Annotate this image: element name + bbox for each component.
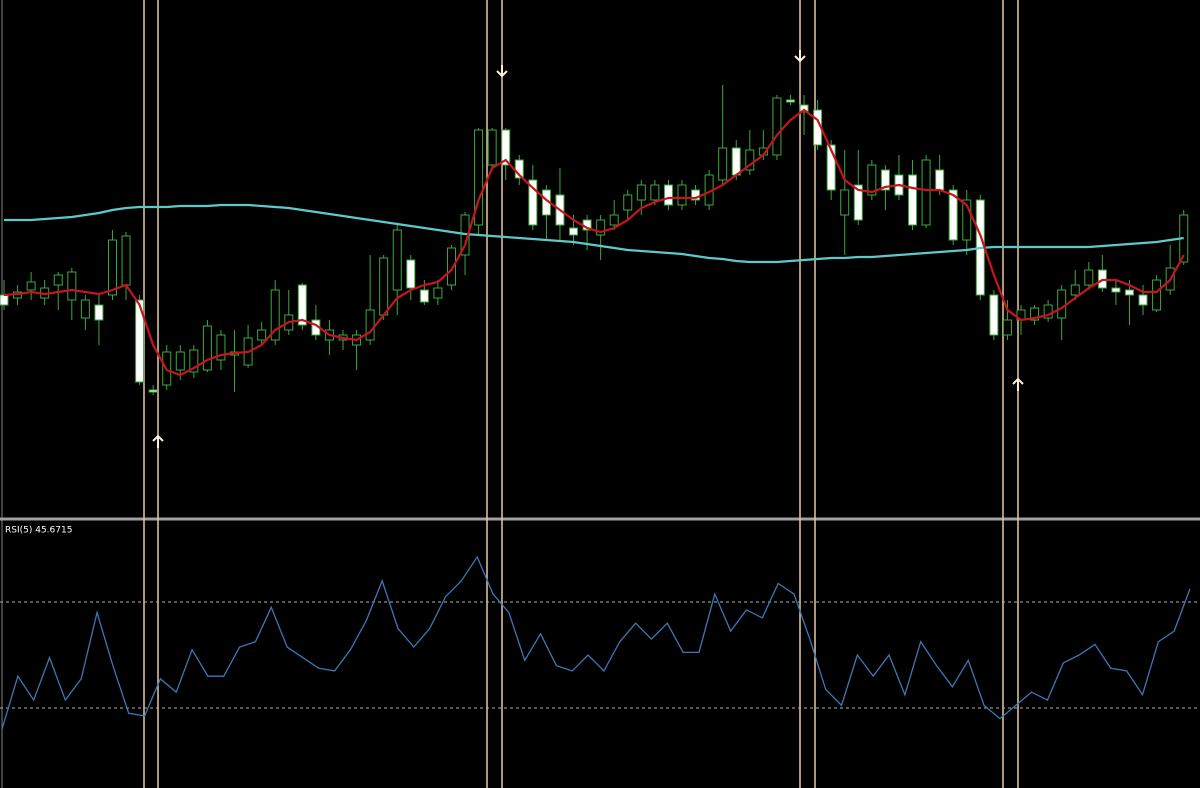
candle-body [853, 184, 863, 221]
arrow-down [794, 50, 806, 63]
candle-body [80, 299, 90, 319]
candle-body [731, 147, 741, 176]
rsi-line [1, 555, 1191, 730]
candle-body [216, 334, 226, 361]
arrow-up [152, 434, 164, 448]
candle-body [772, 97, 782, 156]
candle-body [1152, 279, 1162, 311]
candle-body [501, 129, 511, 166]
candle-body [67, 271, 77, 301]
candle-body [921, 159, 931, 226]
candle-body [623, 194, 633, 211]
candle-body [1124, 289, 1134, 296]
candle-body [419, 289, 429, 303]
candle-body [406, 259, 416, 289]
candle-body [297, 284, 307, 326]
candle-body [446, 247, 456, 286]
candle-body [745, 149, 755, 171]
candle-body [636, 184, 646, 201]
rsi-label: RSI(5) 45.6715 [5, 526, 72, 536]
candle-body [270, 289, 280, 341]
candle-body [1043, 304, 1053, 319]
candle-body [94, 304, 104, 321]
candle-body [799, 104, 809, 113]
candle-body [1070, 284, 1080, 296]
candle-body [609, 214, 619, 226]
candle-body [962, 199, 972, 241]
candle-body [202, 325, 212, 371]
candle-body [1030, 307, 1040, 321]
candle-body [257, 329, 267, 341]
candle-body [691, 189, 701, 201]
candle-body [935, 169, 945, 191]
candle-body [1084, 269, 1094, 286]
candle-body [948, 189, 958, 241]
candle-body [121, 235, 131, 286]
candle-body [596, 219, 606, 236]
candle-body [650, 184, 660, 201]
moving-average [3, 108, 1185, 377]
candle-body [148, 389, 158, 393]
arrow-down [496, 65, 508, 78]
rsi-pane [0, 555, 1200, 730]
candle-body [880, 169, 890, 191]
candle-body [718, 147, 728, 181]
candle-body [1138, 294, 1148, 306]
candle-body [392, 229, 402, 291]
candle-body [433, 287, 443, 299]
arrow-up [1012, 377, 1024, 391]
candle-body [528, 179, 538, 226]
candle-body [379, 257, 389, 316]
moving-average [4, 203, 1184, 264]
candle-body [0, 294, 9, 306]
candle-body [53, 274, 63, 286]
price-pane [0, 85, 1189, 395]
candle-body [840, 189, 850, 216]
candle-body [663, 184, 673, 206]
candle-body [26, 281, 36, 291]
candle-body [1002, 319, 1012, 336]
candle-body [569, 227, 579, 236]
candle-body [1111, 287, 1121, 293]
candle-body [474, 129, 484, 226]
candle-body [867, 164, 877, 196]
candle-body [175, 351, 185, 371]
candle-body [189, 349, 199, 373]
candle-body [487, 129, 497, 166]
candle-body [908, 174, 918, 226]
signal-arrows [152, 50, 1024, 448]
candle-body [107, 239, 117, 296]
candle-body [135, 299, 145, 383]
candle-body [1057, 289, 1067, 319]
candle-body [826, 144, 836, 191]
candle-body [365, 309, 375, 341]
candle-body [785, 99, 795, 103]
candle-body [677, 184, 687, 206]
candle-body [989, 294, 999, 336]
